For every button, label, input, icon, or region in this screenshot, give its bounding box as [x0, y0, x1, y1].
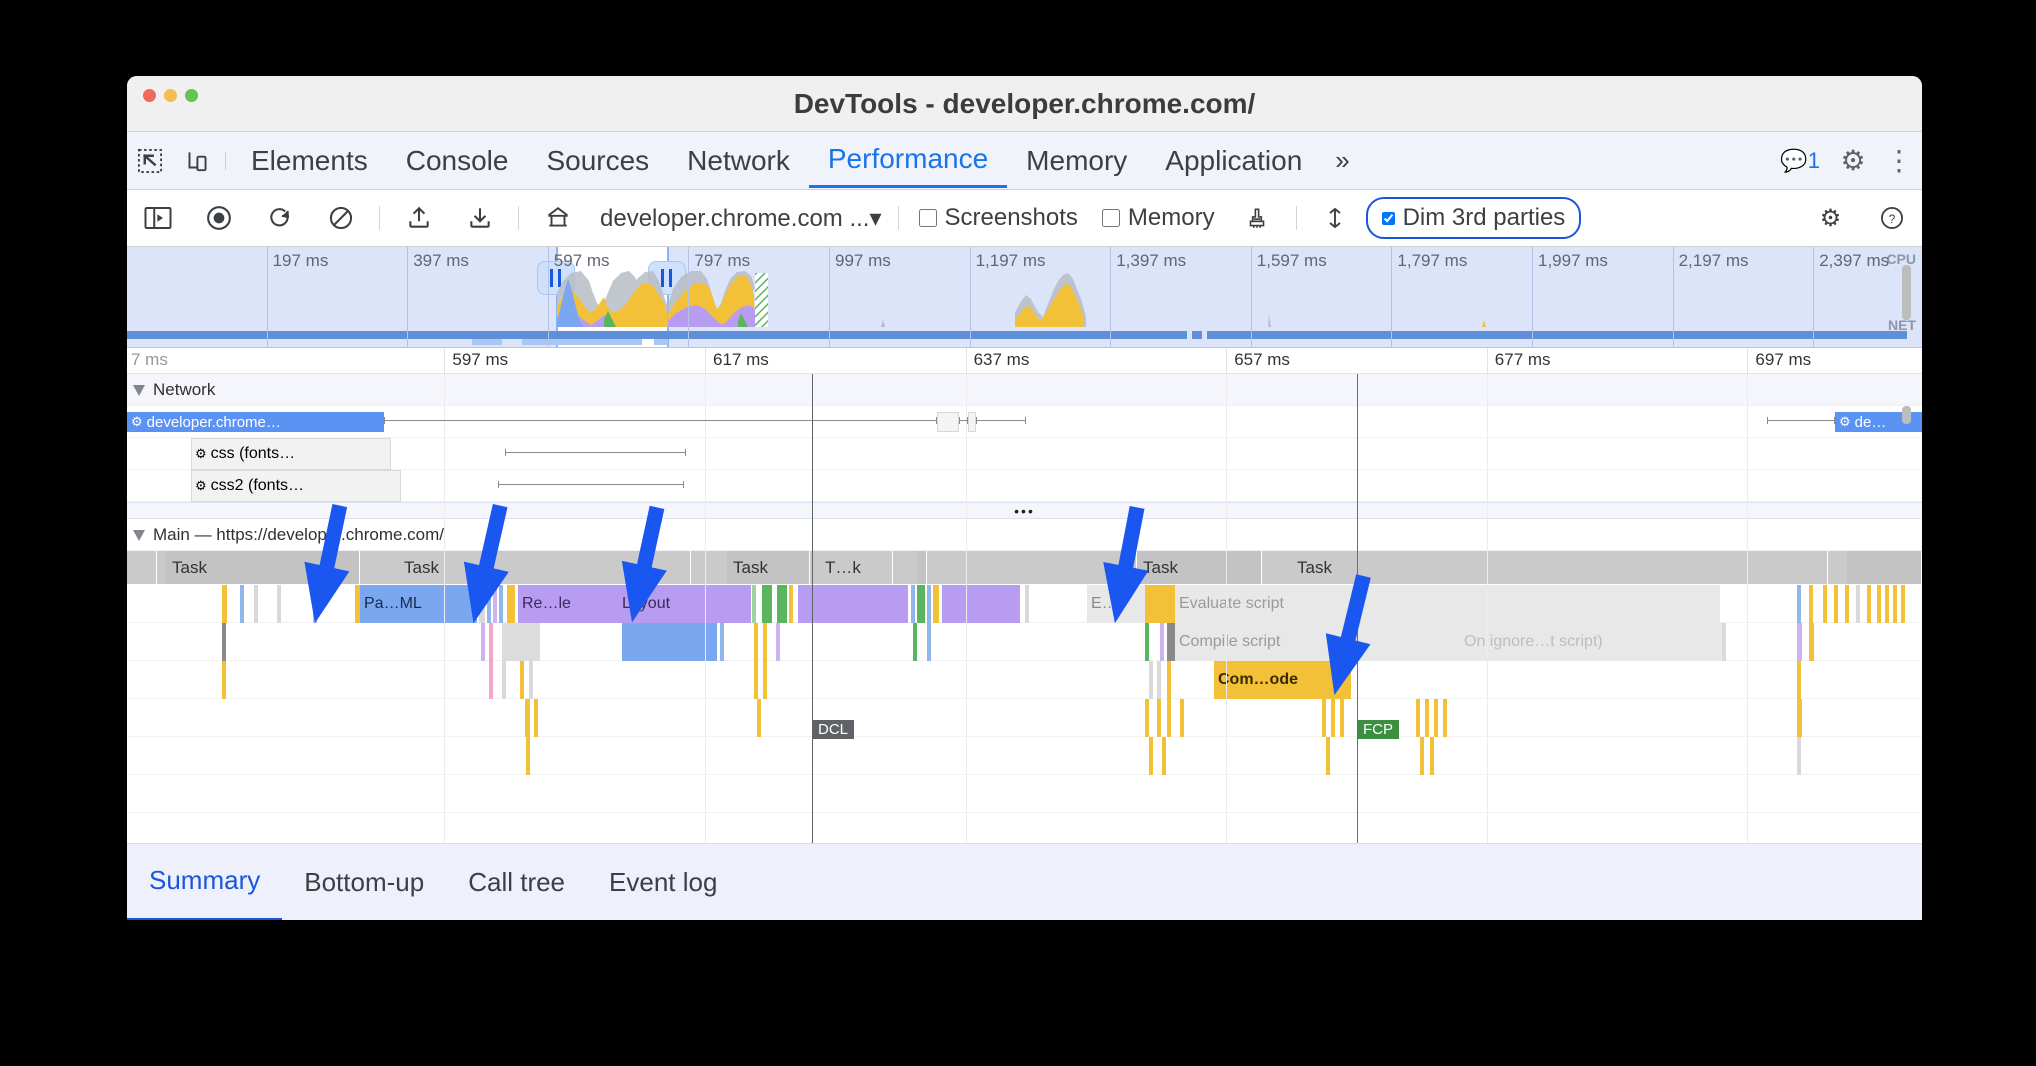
svg-text:?: ? [1888, 212, 1895, 226]
